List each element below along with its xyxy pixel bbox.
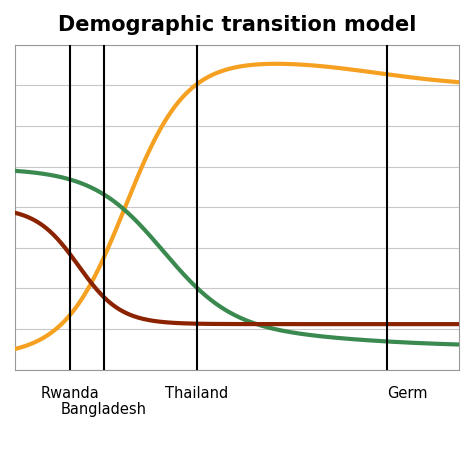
Title: Demographic transition model: Demographic transition model xyxy=(58,15,416,35)
Text: Bangladesh: Bangladesh xyxy=(61,402,147,417)
Text: Germ: Germ xyxy=(387,386,428,401)
Text: Rwanda: Rwanda xyxy=(41,386,100,401)
Text: Thailand: Thailand xyxy=(165,386,228,401)
